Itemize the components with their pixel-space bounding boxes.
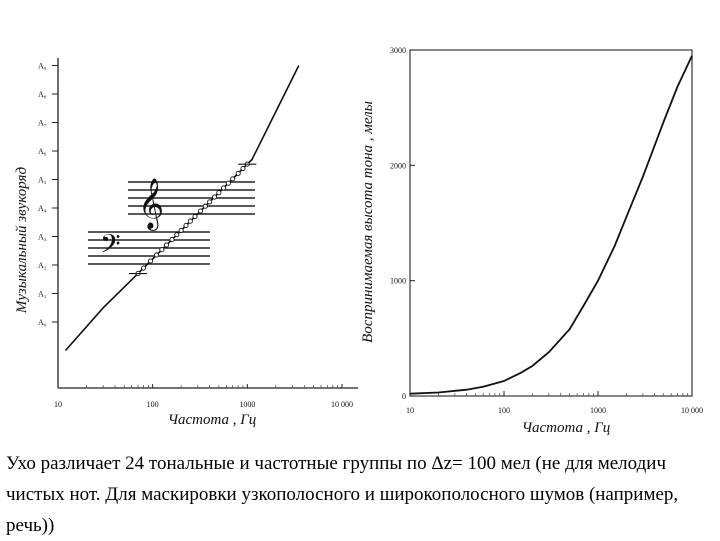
left-x-tick-label: 100 [147,400,159,409]
left-x-tick-label: 10 [54,400,62,409]
left-chart: A₀ A₁ A₂ A₃ A₄ A₅ A₆ A₇ A₈ A₉ 10 100 1000 10 000 𝄞 𝄢 [14,58,358,428]
right-series-line [409,55,693,395]
left-y-tick-label: A₈ [38,90,47,99]
right-y-tick-label: 2000 [390,161,406,170]
left-data-point [220,185,227,191]
left-data-point [230,176,236,182]
left-data-point [154,252,160,258]
right-plot-frame [409,49,693,397]
left-data-point [159,247,165,253]
left-data-point [240,165,246,172]
left-data-point [163,242,170,248]
left-x-axis-title: Частота , Гц [168,412,257,428]
left-data-point [178,227,184,233]
left-y-tick-label: A₇ [38,119,47,128]
left-data-point [197,208,204,214]
right-x-axis-title: Частота , Гц [522,420,611,436]
left-y-tick-label: A₁ [38,290,47,299]
left-data-point [225,180,231,186]
left-data-point [211,194,218,200]
left-y-tick-label: A₀ [38,318,47,327]
bass-clef-icon: 𝄢 [100,229,121,265]
left-data-point [148,258,154,264]
bass-staff [88,231,210,265]
left-data-point [235,170,241,176]
left-y-tick-label: A₅ [38,176,47,185]
treble-staff [128,181,255,215]
left-data-point [140,265,147,271]
left-data-point [169,237,175,243]
music-staves: 𝄞 𝄢 [88,179,255,265]
right-x-tick-label: 1000 [590,406,606,415]
left-data-point [192,213,198,220]
right-y-axis-title: Воспринимаемая высота тона , мелы [360,101,376,343]
left-y-tick-label: A₂ [38,261,47,270]
left-data-point [216,190,222,196]
left-data-point [183,222,189,229]
treble-clef-icon: 𝄞 [138,179,164,231]
left-y-tick-label: A₃ [38,233,47,242]
caption-text: Ухо различает 24 тональные и частотные г… [6,453,679,536]
left-y-tick-label: A₆ [38,147,47,156]
left-data-point [207,199,213,205]
right-x-tick-label: 10 000 [681,406,703,415]
left-x-tick-label: 1000 [239,400,255,409]
right-x-tick-label: 100 [498,406,510,415]
right-y-tick-label: 3000 [390,46,406,55]
left-series-line [64,65,300,352]
left-y-axis-title: Музыкальный звукоряд [14,167,30,315]
left-data-point [187,218,193,224]
right-y-tick-label: 0 [402,392,406,401]
left-data-point [202,203,208,209]
right-chart: 0 1000 2000 3000 10 100 1000 10 000 Воспринима… [360,46,703,436]
left-data-point [174,232,180,238]
right-y-tick-label: 1000 [390,277,406,286]
left-x-tick-label: 10 000 [331,400,353,409]
left-y-tick-label: A₉ [38,62,47,71]
left-y-tick-label: A₄ [38,204,47,213]
right-x-tick-label: 10 [406,406,414,415]
